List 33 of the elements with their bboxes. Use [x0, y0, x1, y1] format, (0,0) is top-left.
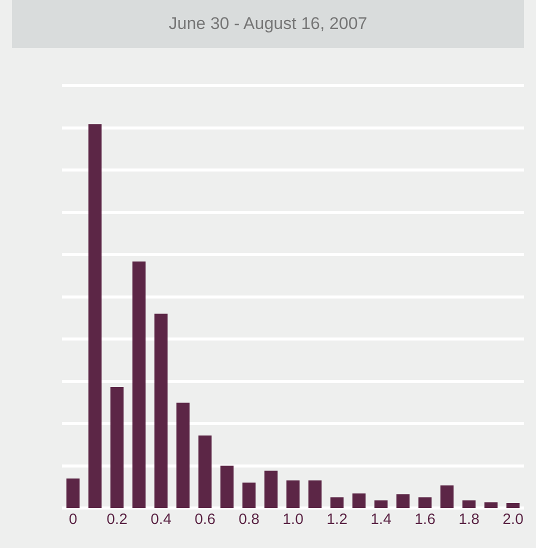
- bar: [374, 500, 388, 508]
- x-tick-label: 1.0: [282, 511, 304, 528]
- x-tick-label: 1.6: [414, 511, 436, 528]
- bar: [462, 500, 476, 508]
- bar: [308, 480, 322, 508]
- bar: [484, 502, 498, 508]
- bar: [198, 435, 212, 508]
- x-tick-label: 0.8: [238, 511, 260, 528]
- bar: [242, 482, 256, 508]
- x-tick-label: 1.8: [458, 511, 480, 528]
- bar: [88, 124, 102, 508]
- bar: [264, 470, 278, 508]
- bar: [352, 493, 366, 508]
- x-tick-label: 0.4: [150, 511, 172, 528]
- bar: [506, 503, 520, 508]
- x-tick-label: 0.2: [106, 511, 128, 528]
- bar: [418, 497, 432, 508]
- x-tick-label: 0: [68, 511, 78, 528]
- bar: [66, 478, 80, 508]
- bar: [220, 466, 234, 508]
- bar: [396, 494, 410, 508]
- x-tick-label: 1.4: [370, 511, 392, 528]
- x-tick-label: 1.2: [326, 511, 348, 528]
- x-tick-label: 0.6: [194, 511, 216, 528]
- bar: [132, 262, 146, 508]
- bar: [110, 387, 124, 508]
- x-tick-label: 2.0: [502, 511, 524, 528]
- bar: [176, 402, 190, 508]
- bar: [286, 480, 300, 508]
- bar: [154, 314, 168, 508]
- bar: [440, 485, 454, 508]
- chart-title: June 30 - August 16, 2007: [12, 0, 524, 48]
- bar: [330, 497, 344, 508]
